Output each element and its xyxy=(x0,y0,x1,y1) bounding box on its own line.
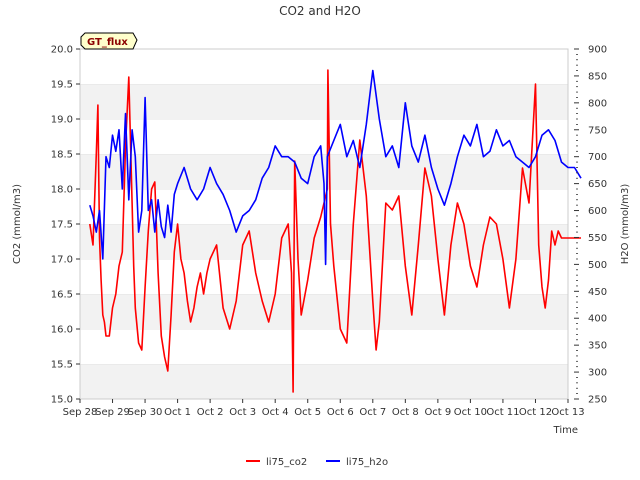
right-axis-tick-label: 300 xyxy=(588,368,607,379)
x-axis-tick-label: Oct 13 xyxy=(551,407,584,418)
grid-band xyxy=(80,259,568,294)
right-axis-tick-label: 750 xyxy=(588,125,607,136)
left-axis-tick-label: 18.5 xyxy=(51,150,73,161)
chart-title: CO2 and H2O xyxy=(279,4,361,18)
plot-background-bands xyxy=(80,48,568,399)
right-axis-tick-label: 650 xyxy=(588,179,607,190)
left-axis: 15.0 15.5 16.0 16.5 17.0 17.5 18.0 18.5 19.0 19.5… xyxy=(51,45,80,406)
grid-band xyxy=(80,49,568,84)
x-axis-tick-label: Oct 2 xyxy=(197,407,224,418)
x-axis-tick-label: Sep 30 xyxy=(128,407,163,418)
series-line-li75_h2o xyxy=(89,69,582,266)
series-group xyxy=(89,69,582,393)
x-axis-tick-label: Oct 7 xyxy=(359,407,386,418)
left-axis-tick-label: 20.0 xyxy=(51,45,73,56)
y-axis-right-title: H2O (mmol/m3) xyxy=(620,184,631,265)
legend: li75_co2 li75_h2o xyxy=(246,457,388,468)
right-axis-tick-label: 500 xyxy=(588,260,607,271)
y-axis-left-title: CO2 (mmol/m3) xyxy=(12,184,23,264)
right-axis-tick-label: 900 xyxy=(588,45,607,56)
right-axis-tick-label: 700 xyxy=(588,152,607,163)
legend-label-co2: li75_co2 xyxy=(266,457,307,468)
grid-band xyxy=(80,119,568,154)
series-line-li75_co2 xyxy=(89,69,581,393)
x-axis-tick-label: Sep 28 xyxy=(63,407,98,418)
site-label: GT_flux xyxy=(87,37,128,48)
x-axis-tick-label: Oct 8 xyxy=(392,407,419,418)
left-axis-tick-label: 18.0 xyxy=(51,185,73,196)
x-axis-title: Time xyxy=(553,425,578,436)
right-axis-tick-label: 600 xyxy=(588,206,607,217)
grid-band xyxy=(80,224,568,259)
right-axis-tick-label: 800 xyxy=(588,98,607,109)
x-axis-tick-label: Oct 3 xyxy=(229,407,256,418)
x-axis-tick-label: Oct 5 xyxy=(294,407,321,418)
right-axis-tick-label: 850 xyxy=(588,71,607,82)
right-axis-tick-label: 450 xyxy=(588,287,607,298)
x-axis-tick-label: Oct 1 xyxy=(164,407,191,418)
x-axis-tick-label: Oct 4 xyxy=(262,407,289,418)
right-axis-tick-label: 550 xyxy=(588,233,607,244)
site-label-frame xyxy=(80,32,138,50)
left-axis-tick-label: 15.0 xyxy=(51,395,73,406)
left-axis-tick-label: 19.5 xyxy=(51,80,73,91)
grid-band xyxy=(80,329,568,364)
x-axis-tick-label: Oct 9 xyxy=(424,407,451,418)
left-axis-tick-label: 17.5 xyxy=(51,220,73,231)
left-axis-tick-label: 16.0 xyxy=(51,325,73,336)
right-axis: 250 300 350 400 450 500 550 600 650 700 750 800 850 9… xyxy=(574,45,607,406)
right-axis-tick-label: 350 xyxy=(588,341,607,352)
x-axis-tick-label: Oct 12 xyxy=(519,407,552,418)
left-axis-tick-label: 19.0 xyxy=(51,115,73,126)
right-axis-tick-label: 250 xyxy=(588,395,607,406)
site-label-box: GT_flux xyxy=(80,32,138,50)
left-axis-tick-label: 17.0 xyxy=(51,255,73,266)
x-axis-tick-label: Oct 10 xyxy=(454,407,487,418)
right-axis-tick-label: 400 xyxy=(588,314,607,325)
left-axis-tick-label: 16.5 xyxy=(51,290,73,301)
x-axis-tick-label: Oct 11 xyxy=(486,407,519,418)
x-axis-tick-label: Sep 29 xyxy=(95,407,130,418)
grid-band xyxy=(80,84,568,119)
grid-band xyxy=(80,364,568,399)
grid-band xyxy=(80,294,568,329)
left-axis-tick-label: 15.5 xyxy=(51,360,73,371)
legend-label-h2o: li75_h2o xyxy=(346,457,388,468)
x-axis-tick-label: Oct 6 xyxy=(327,407,354,418)
